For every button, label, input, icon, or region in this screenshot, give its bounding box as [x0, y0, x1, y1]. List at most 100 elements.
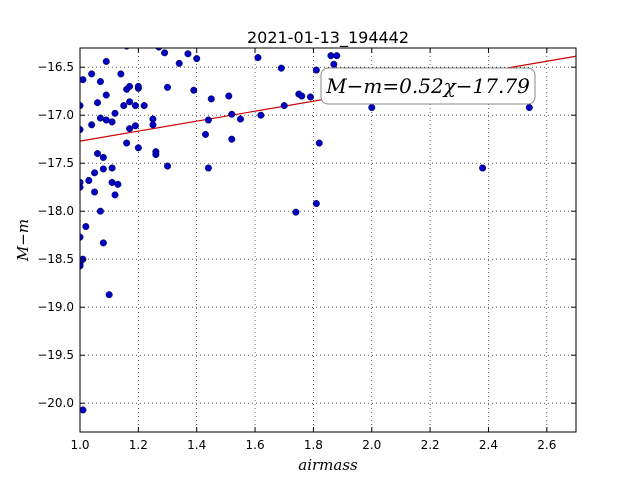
- data-point: [134, 82, 142, 90]
- data-point: [236, 115, 244, 123]
- data-point: [108, 164, 116, 172]
- data-point: [126, 125, 134, 133]
- x-tick-label: 2.4: [479, 438, 498, 452]
- data-point: [88, 121, 96, 129]
- data-point: [102, 57, 110, 65]
- data-point: [108, 178, 116, 186]
- axis-ticks: 1.0 1.2 1.4 1.6 1.8 2.0 2.2 2.4 2.6 −16.5 −17.0 −17…: [37, 48, 576, 452]
- y-axis-label: M−m: [14, 219, 32, 262]
- data-point: [80, 262, 84, 270]
- data-point: [280, 102, 288, 110]
- data-point: [108, 118, 116, 126]
- data-point: [105, 291, 113, 299]
- y-tick-label: −20.0: [37, 396, 74, 410]
- data-point: [91, 169, 99, 177]
- data-point: [149, 121, 157, 129]
- x-tick-label: 1.4: [187, 438, 206, 452]
- data-point: [228, 110, 236, 118]
- data-point: [126, 98, 134, 106]
- data-point: [80, 233, 84, 241]
- data-point: [114, 180, 122, 188]
- data-point: [85, 176, 93, 184]
- data-point: [80, 76, 87, 84]
- data-point: [111, 191, 119, 199]
- data-point: [102, 91, 110, 99]
- data-point: [479, 164, 487, 172]
- data-point: [277, 64, 285, 72]
- y-tick-label: −17.0: [37, 108, 74, 122]
- x-tick-label: 1.8: [304, 438, 323, 452]
- x-tick-label: 1.6: [246, 438, 265, 452]
- data-point: [94, 99, 102, 107]
- y-tick-label: −17.5: [37, 156, 74, 170]
- data-point: [207, 95, 215, 103]
- data-point: [190, 86, 198, 94]
- data-point: [117, 70, 125, 78]
- data-point: [131, 122, 139, 130]
- data-point: [123, 139, 131, 147]
- data-point: [126, 82, 134, 90]
- data-point: [164, 162, 172, 170]
- data-point: [306, 93, 314, 101]
- data-point: [96, 207, 104, 215]
- x-tick-label: 2.2: [421, 438, 440, 452]
- data-point: [525, 104, 533, 112]
- data-point: [120, 102, 128, 110]
- data-point: [201, 130, 209, 138]
- y-tick-label: −19.5: [37, 348, 74, 362]
- data-point: [82, 223, 90, 231]
- annotation-text: M−m=0.52χ−17.79: [325, 74, 530, 98]
- data-point: [327, 52, 335, 60]
- data-point: [292, 208, 300, 216]
- y-tick-label: −18.5: [37, 252, 74, 266]
- data-point: [99, 153, 107, 161]
- data-point: [312, 66, 320, 74]
- data-point: [315, 139, 323, 147]
- data-point: [175, 59, 183, 67]
- x-tick-label: 2.0: [362, 438, 381, 452]
- data-point: [96, 114, 104, 122]
- data-point: [99, 165, 107, 173]
- data-point: [111, 109, 119, 117]
- data-point: [330, 60, 338, 68]
- data-point: [204, 164, 212, 172]
- data-point: [193, 55, 201, 63]
- data-point: [80, 102, 84, 110]
- data-point: [184, 50, 192, 58]
- data-point: [228, 135, 236, 143]
- data-point: [161, 49, 169, 57]
- data-point: [225, 92, 233, 100]
- y-tick-label: −16.5: [37, 60, 74, 74]
- data-point: [298, 92, 306, 100]
- data-point: [368, 104, 376, 112]
- data-point: [99, 239, 107, 247]
- data-point: [164, 83, 172, 91]
- plot-frame: [79, 47, 577, 433]
- y-tick-label: −18.0: [37, 204, 74, 218]
- x-tick-label: 1.0: [70, 438, 89, 452]
- chart-title: 2021-01-13_194442: [247, 28, 409, 48]
- x-axis-label: airmass: [298, 456, 358, 474]
- data-point: [91, 188, 99, 196]
- data-point: [333, 52, 341, 60]
- data-point: [312, 200, 320, 208]
- annotation-box: [320, 67, 536, 105]
- data-point: [134, 144, 142, 152]
- data-point: [254, 54, 262, 62]
- data-point: [80, 406, 87, 414]
- data-point: [102, 116, 110, 124]
- y-tick-label: −19.0: [37, 300, 74, 314]
- grid: [79, 48, 576, 432]
- fit-annotation: M−m=0.52χ−17.79: [320, 67, 536, 105]
- data-point: [131, 102, 139, 110]
- data-point: [155, 48, 163, 51]
- x-tick-label: 2.6: [537, 438, 556, 452]
- data-point: [257, 111, 265, 119]
- data-point: [94, 150, 102, 158]
- data-point: [88, 70, 96, 78]
- x-tick-label: 1.2: [129, 438, 148, 452]
- data-point: [80, 126, 84, 134]
- data-point: [204, 116, 212, 124]
